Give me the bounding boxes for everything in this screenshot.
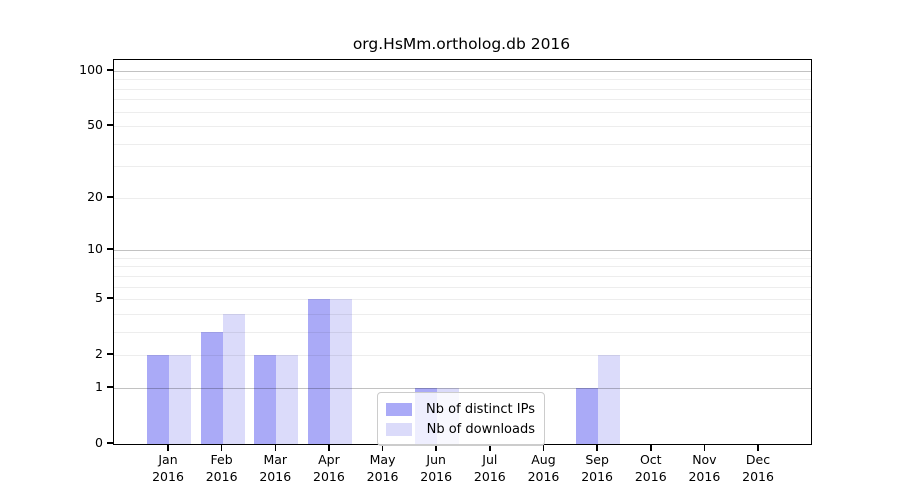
- legend: Nb of distinct IPs Nb of downloads: [377, 392, 545, 446]
- x-tick: [328, 444, 330, 451]
- x-tick: [596, 444, 598, 451]
- minor-gridline: [114, 166, 811, 168]
- plot-area: [113, 59, 812, 445]
- x-tick-label: Nov 2016: [688, 452, 721, 484]
- y-tick-label: 100: [79, 61, 103, 77]
- minor-gridline: [114, 275, 811, 277]
- minor-gridline: [114, 355, 811, 357]
- y-tick: [107, 69, 113, 71]
- y-tick: [107, 353, 113, 355]
- x-tick: [703, 444, 706, 451]
- bar-feb-ips: [200, 331, 223, 444]
- minor-gridline: [114, 313, 811, 315]
- y-tick: [107, 297, 113, 299]
- major-gridline: [114, 250, 811, 252]
- y-tick-label: 5: [95, 290, 103, 306]
- bar-mar-downloads: [276, 355, 299, 444]
- y-tick-label: 1: [95, 378, 103, 394]
- bar-apr-downloads: [329, 299, 352, 444]
- x-tick: [435, 444, 437, 451]
- y-tick-label: 0: [95, 435, 103, 450]
- bar-sep-downloads: [598, 355, 621, 444]
- x-tick-label: May 2016: [366, 452, 399, 484]
- minor-gridline: [114, 257, 811, 259]
- bar-mar-ips: [254, 355, 277, 444]
- x-tick: [274, 444, 277, 451]
- minor-gridline: [114, 79, 811, 81]
- x-tick: [220, 444, 223, 451]
- minor-gridline: [114, 126, 811, 128]
- major-gridline: [114, 387, 811, 389]
- x-tick-label: Sep 2016: [581, 452, 614, 484]
- minor-gridline: [114, 266, 811, 268]
- x-tick-label: Jul 2016: [473, 452, 506, 484]
- minor-gridline: [114, 286, 811, 288]
- legend-swatch-distinct-ips: [386, 402, 412, 416]
- legend-item-distinct-ips: Nb of distinct IPs: [386, 399, 535, 419]
- y-tick-label: 50: [87, 117, 103, 133]
- x-tick-label: Apr 2016: [313, 452, 345, 484]
- x-tick: [489, 444, 491, 451]
- x-tick-label: Aug 2016: [527, 452, 560, 484]
- x-tick-label: Feb 2016: [205, 452, 238, 484]
- bar-sep-ips: [576, 387, 599, 444]
- x-tick: [167, 444, 169, 451]
- x-tick-label: Oct 2016: [634, 452, 667, 484]
- bar-jan-ips: [147, 355, 169, 444]
- minor-gridline: [114, 99, 811, 101]
- minor-gridline: [114, 143, 811, 145]
- y-tick-label: 10: [87, 241, 103, 257]
- y-tick-label: 2: [95, 346, 103, 362]
- minor-gridline: [114, 111, 811, 113]
- y-tick: [107, 442, 113, 444]
- legend-item-downloads: Nb of downloads: [386, 419, 535, 439]
- minor-gridline: [114, 299, 811, 301]
- y-tick: [107, 196, 113, 198]
- minor-gridline: [114, 331, 811, 333]
- x-tick-label: Mar 2016: [259, 452, 292, 484]
- bar-feb-downloads: [222, 313, 245, 444]
- legend-swatch-downloads: [386, 422, 412, 436]
- minor-gridline: [114, 197, 811, 199]
- x-tick: [542, 444, 545, 451]
- x-tick: [757, 444, 759, 451]
- bar-apr-ips: [307, 299, 330, 444]
- y-tick: [107, 124, 113, 126]
- x-tick: [650, 444, 652, 451]
- chart-title: org.HsMm.ortholog.db 2016: [352, 35, 571, 53]
- legend-label-downloads: Nb of downloads: [426, 421, 535, 437]
- x-tick-label: Jan 2016: [152, 452, 184, 484]
- y-tick: [107, 248, 113, 250]
- major-gridline: [114, 70, 811, 72]
- y-tick-label: 20: [87, 188, 103, 204]
- x-tick: [381, 444, 384, 451]
- bar-jan-downloads: [169, 355, 191, 444]
- x-tick-label: Jun 2016: [420, 452, 453, 484]
- x-tick-label: Dec 2016: [742, 452, 774, 484]
- minor-gridline: [114, 88, 811, 90]
- y-tick: [107, 386, 113, 388]
- legend-label-distinct-ips: Nb of distinct IPs: [426, 401, 535, 417]
